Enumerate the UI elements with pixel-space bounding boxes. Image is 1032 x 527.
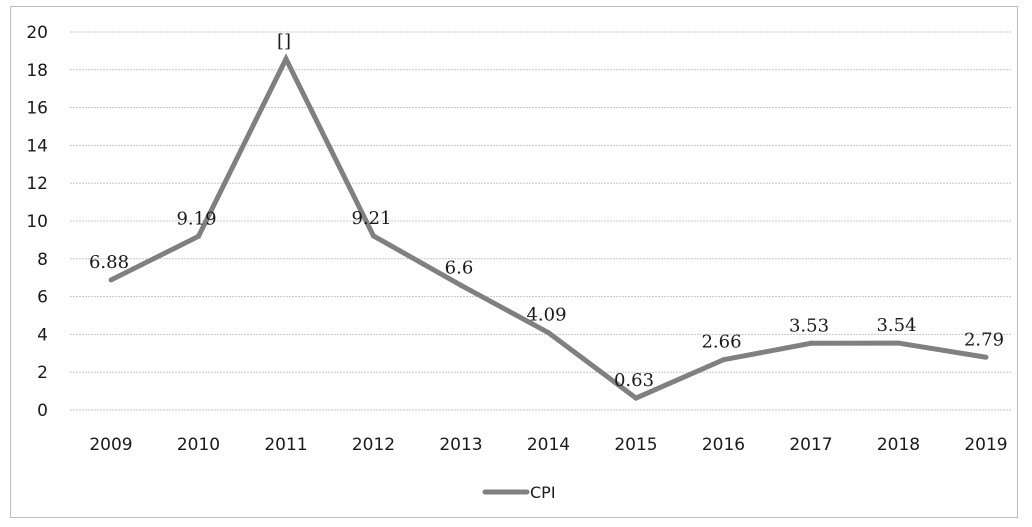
y-tick-label: 20 [26,23,48,43]
y-axis-tick-labels: 0 2 4 6 8 10 12 14 16 18 20 [26,23,48,421]
y-tick-label: 0 [37,401,48,421]
data-point [633,395,639,401]
data-point [808,340,814,346]
x-tick-label: 2013 [439,435,482,455]
data-point [458,282,464,288]
x-tick-label: 2018 [877,435,920,455]
y-tick-label: 6 [37,288,48,308]
data-label: 3.53 [789,315,829,336]
y-tick-label: 8 [37,250,48,270]
series-cpi [108,53,989,401]
data-point [108,277,114,283]
x-tick-label: 2012 [352,435,395,455]
legend: CPI [482,483,556,502]
x-tick-label: 2016 [702,435,745,455]
x-axis-tick-labels: 2009 2010 2011 2012 2013 2014 2015 2016 2017 2018… [89,435,1007,455]
data-label: 6.6 [445,257,474,278]
y-tick-label: 18 [26,61,48,81]
data-label: 6.88 [89,252,129,273]
y-tick-label: 10 [26,212,48,232]
y-tick-label: 4 [37,325,48,345]
y-tick-label: 14 [26,136,48,156]
gridlines [70,31,1012,411]
data-point [721,357,726,363]
legend-label-cpi: CPI [530,483,556,502]
x-tick-label: 2011 [264,435,307,455]
data-label: 3.54 [876,315,916,336]
y-tick-label: 12 [26,174,48,194]
data-label: 2.79 [964,329,1004,350]
x-tick-label: 2009 [89,435,132,455]
data-labels: 6.88 9.19 [] 9.21 6.6 4.09 0.63 2.66 3.53 3.54 2.7… [89,31,1004,391]
x-tick-label: 2017 [789,435,832,455]
data-label: 4.09 [526,305,566,326]
data-point [371,233,376,239]
y-tick-label: 2 [37,363,48,383]
y-tick-label: 16 [26,99,48,119]
data-label: 9.21 [351,208,391,229]
x-tick-label: 2019 [964,435,1007,455]
data-point [196,233,201,239]
series-line-cpi [109,53,987,401]
data-label: [] [277,31,291,52]
data-point [896,340,901,346]
chart-frame [10,6,1018,518]
data-point [546,330,551,336]
x-tick-label: 2014 [527,435,570,455]
data-label: 2.66 [701,332,741,353]
x-tick-label: 2010 [177,435,220,455]
data-point [983,354,989,360]
data-label: 9.19 [176,208,216,229]
x-tick-label: 2015 [614,435,657,455]
data-point [283,56,289,62]
data-label: 0.63 [614,370,654,391]
